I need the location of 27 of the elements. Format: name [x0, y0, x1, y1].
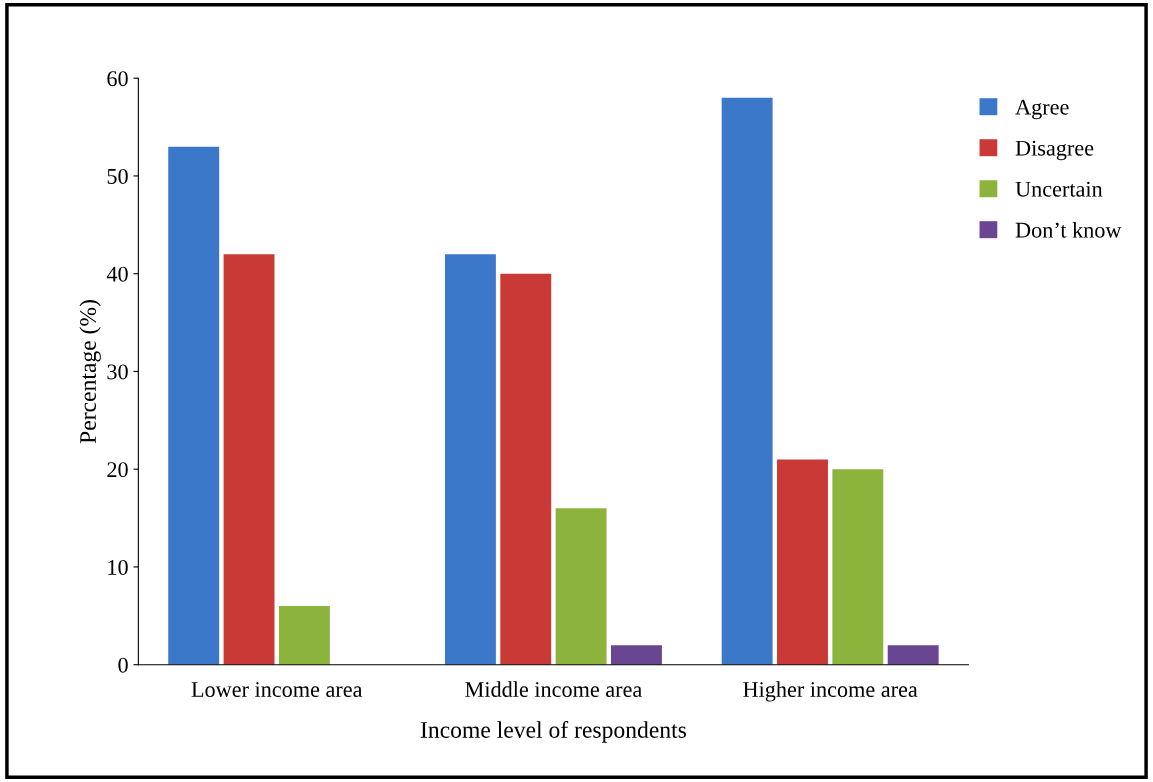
bar — [721, 97, 773, 665]
y-tick-label: 50 — [107, 168, 128, 184]
bar — [223, 254, 275, 665]
x-tick-label: Higher income area — [743, 681, 918, 702]
legend-label: Don’t know — [1015, 221, 1122, 238]
bar — [168, 146, 220, 665]
x-tick-label: Middle income area — [465, 681, 642, 698]
y-tick-label: 40 — [106, 266, 128, 282]
bar — [555, 508, 607, 665]
legend-label: Uncertain — [1015, 181, 1103, 197]
y-tick-label: 0 — [118, 657, 128, 673]
bar — [611, 645, 662, 665]
legend-label: Disagree — [1015, 140, 1094, 161]
x-axis-title: Income level of respondents — [420, 721, 687, 743]
y-tick-label: 60 — [107, 71, 128, 87]
legend-label: Agree — [1015, 99, 1069, 120]
y-tick-label: 20 — [107, 462, 128, 478]
bar — [278, 606, 330, 665]
bar — [500, 273, 552, 665]
x-tick-label: Lower income area — [191, 682, 363, 698]
y-tick-label: 30 — [107, 364, 128, 380]
bar — [777, 459, 828, 665]
bar — [887, 645, 939, 665]
y-tick-label: 10 — [108, 559, 128, 575]
y-axis-title: Percentage (%) — [79, 300, 101, 444]
bar — [832, 469, 884, 665]
bar — [444, 254, 496, 665]
